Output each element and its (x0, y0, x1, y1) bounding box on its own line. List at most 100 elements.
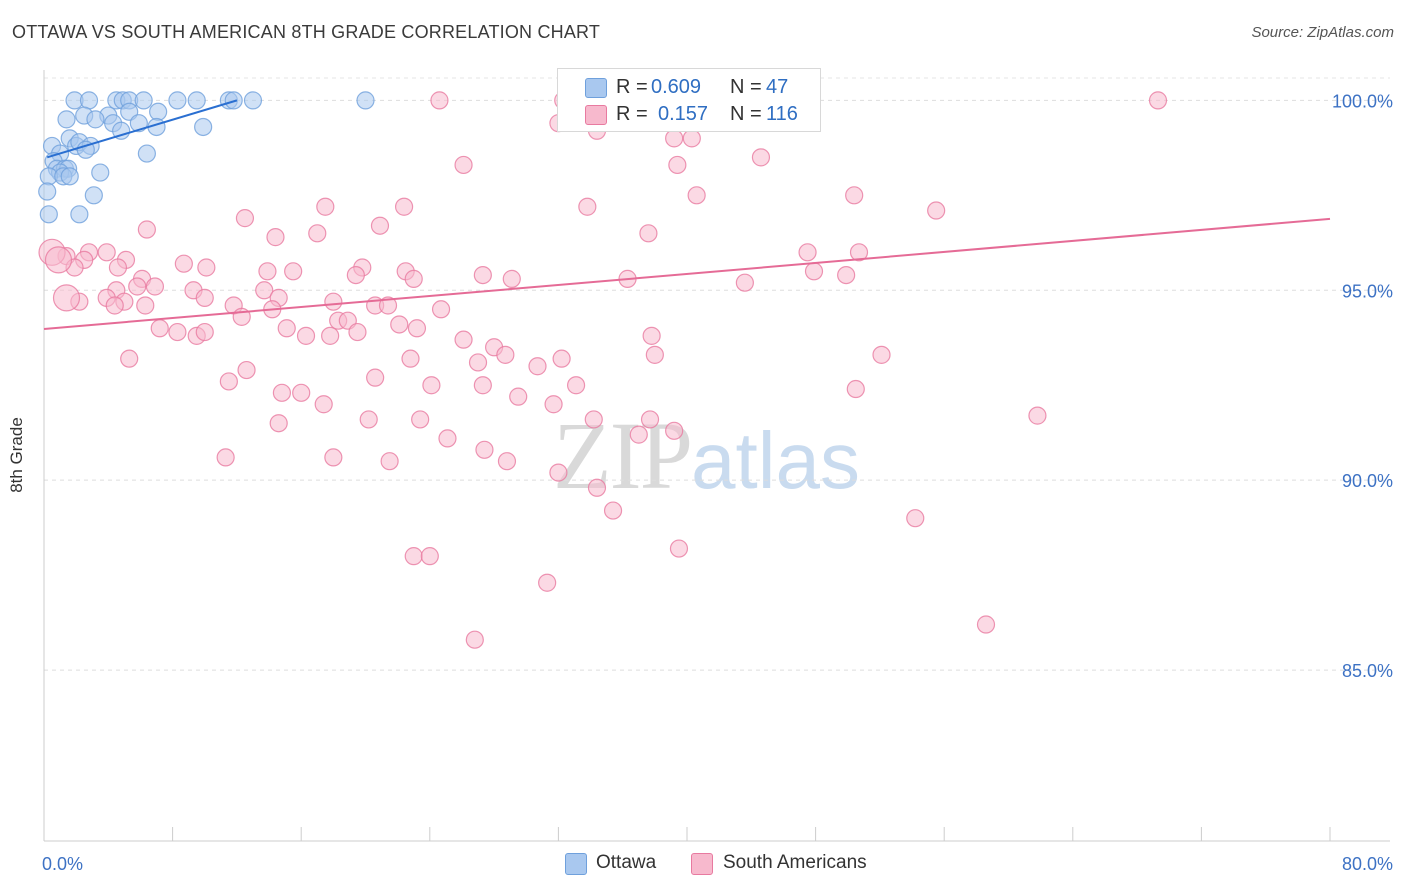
point-ottawa (168, 91, 187, 110)
point-south-americans (528, 357, 547, 376)
point-ottawa (356, 91, 375, 110)
point-south-americans (216, 448, 235, 467)
point-ottawa (149, 102, 168, 121)
point-south-americans (584, 410, 603, 429)
point-south-americans (578, 197, 597, 216)
point-south-americans (751, 148, 771, 167)
point-south-americans (1148, 91, 1168, 110)
point-south-americans (380, 452, 399, 471)
point-south-americans (465, 630, 484, 649)
point-ottawa (129, 114, 148, 133)
point-south-americans (849, 243, 869, 262)
point-south-americans (272, 383, 292, 402)
point-south-americans (645, 345, 664, 364)
point-south-americans (906, 509, 925, 528)
x-tick-label: 80.0% (1342, 854, 1393, 874)
legend-n-label: N = (730, 103, 762, 125)
trendline-south-americans (43, 217, 1331, 331)
point-ottawa (70, 205, 89, 224)
point-ottawa (112, 121, 131, 140)
point-south-americans (642, 326, 661, 345)
point-south-americans (370, 216, 390, 235)
point-south-americans (566, 376, 586, 395)
point-south-americans (639, 224, 658, 243)
point-south-americans (454, 155, 473, 175)
y-tick-label: 85.0% (1342, 661, 1393, 681)
series-legend-swatch-south-americans (691, 853, 713, 875)
y-tick-label: 100.0% (1332, 91, 1393, 111)
legend-r-value-south-americans: 0.157 (658, 103, 709, 125)
point-ottawa (134, 91, 153, 110)
point-south-americans (846, 379, 865, 399)
point-south-americans (97, 243, 116, 262)
point-south-americans (195, 288, 214, 307)
point-south-americans-large (52, 284, 81, 312)
point-south-americans (804, 262, 824, 281)
point-ottawa (187, 91, 206, 110)
point-south-americans (438, 429, 457, 448)
series-legend-swatch-ottawa (565, 853, 587, 875)
legend-n-value-south-americans: 116 (766, 103, 798, 125)
series-legend: Ottawa South Americans (0, 852, 1406, 876)
point-south-americans (105, 296, 124, 315)
point-south-americans (128, 277, 147, 296)
legend-r-label: R = (616, 103, 648, 125)
point-south-americans (669, 539, 689, 558)
point-south-americans (258, 262, 277, 281)
legend-swatch-south-americans (585, 105, 607, 125)
point-south-americans (235, 209, 255, 228)
point-south-americans (266, 228, 285, 247)
point-south-americans (665, 129, 684, 148)
point-south-americans (277, 319, 296, 338)
point-south-americans (544, 395, 563, 414)
point-south-americans (321, 326, 340, 345)
point-south-americans (549, 463, 568, 482)
point-south-americans (359, 410, 378, 429)
point-south-americans (120, 349, 139, 368)
point-south-americans (314, 395, 333, 414)
point-south-americans (108, 258, 128, 277)
point-south-americans (473, 265, 492, 285)
point-south-americans (284, 262, 303, 281)
point-south-americans (401, 349, 420, 368)
point-south-americans (195, 322, 214, 342)
watermark: ZIPatlas (553, 400, 860, 511)
point-south-americans (378, 296, 398, 315)
point-ottawa (57, 110, 76, 129)
point-south-americans (411, 410, 430, 429)
legend-n-value-ottawa: 47 (766, 76, 789, 98)
point-south-americans (454, 330, 473, 349)
point-ottawa (194, 117, 213, 137)
watermark-atlas: atlas (691, 416, 860, 505)
point-south-americans (404, 269, 423, 288)
point-south-americans (269, 414, 288, 433)
point-south-americans (668, 155, 687, 175)
point-south-americans (497, 452, 517, 471)
point-south-americans (324, 448, 343, 467)
point-south-americans (308, 224, 327, 243)
series-legend-label-ottawa: Ottawa (596, 852, 657, 873)
point-south-americans (629, 425, 648, 444)
point-south-americans (407, 319, 427, 338)
point-ottawa (137, 144, 156, 163)
point-south-americans (348, 322, 367, 342)
point-south-americans (255, 281, 274, 300)
point-south-americans (404, 547, 423, 566)
stats-legend: R = 0.609 N = 47 R = 0.157 N = 116 (557, 68, 821, 132)
point-south-americans (430, 91, 449, 110)
legend-swatch-ottawa (585, 78, 607, 98)
point-south-americans (538, 573, 557, 592)
point-south-americans (390, 315, 409, 334)
point-south-americans (136, 296, 155, 315)
point-south-americans (468, 353, 488, 372)
legend-n-label: N = (730, 76, 762, 98)
point-south-americans (237, 360, 256, 380)
y-tick-label: 95.0% (1342, 281, 1393, 301)
point-south-americans (150, 319, 169, 338)
point-ottawa (243, 91, 263, 110)
point-south-americans (640, 410, 660, 429)
legend-row-south-americans: R = 0.157 N = 116 (558, 101, 820, 128)
point-south-americans (168, 322, 187, 342)
point-south-americans (502, 269, 521, 288)
